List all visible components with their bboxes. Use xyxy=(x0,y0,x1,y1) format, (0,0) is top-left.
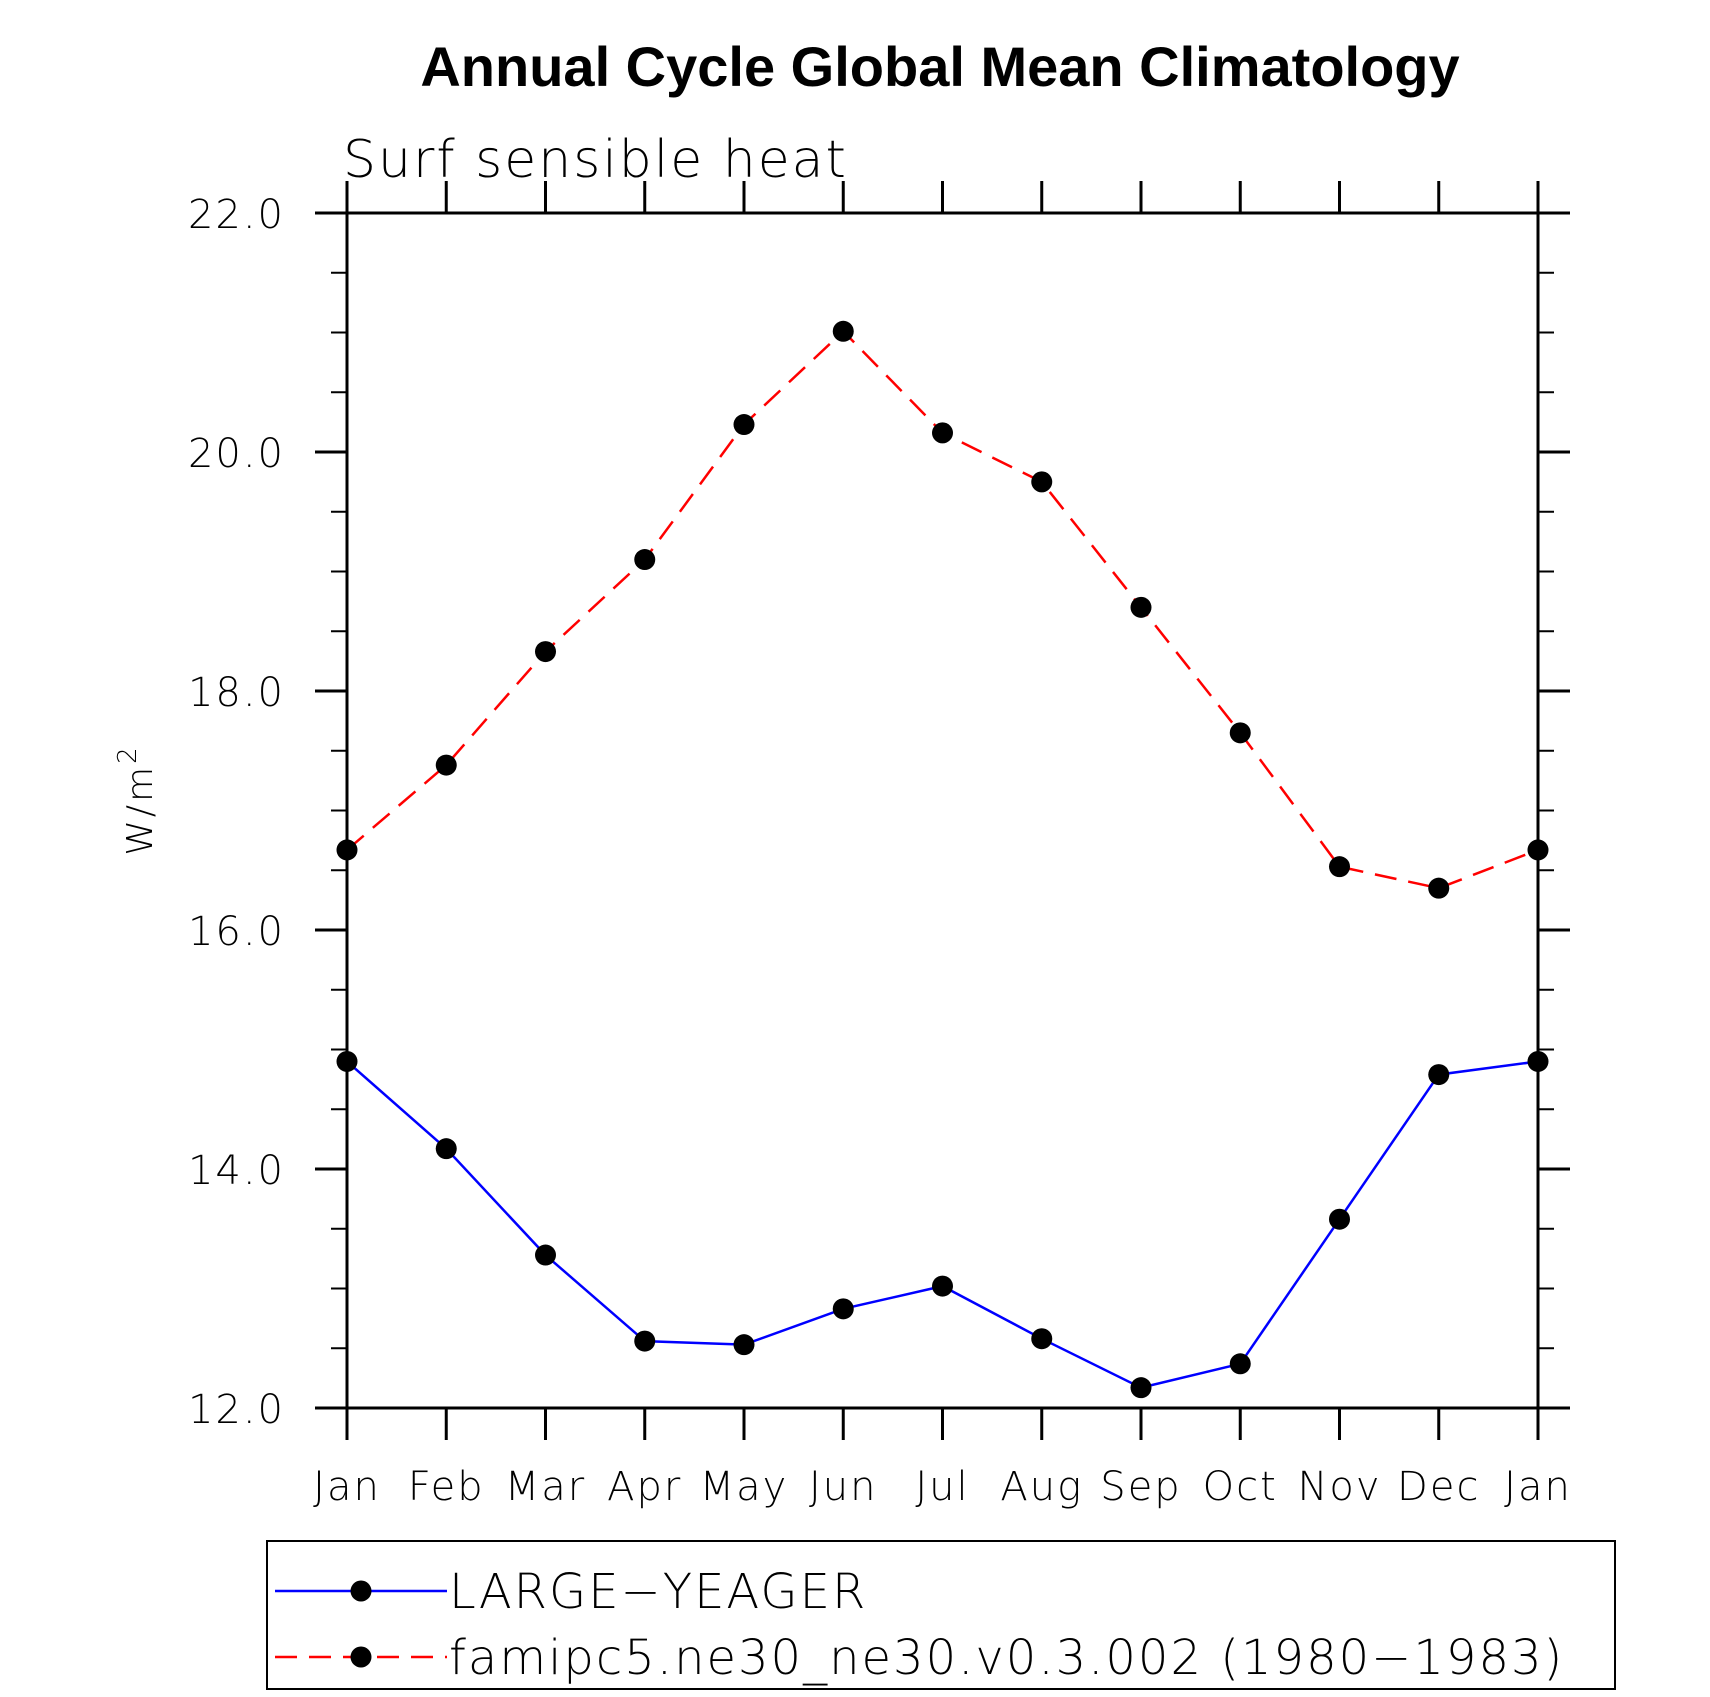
data-point xyxy=(733,1334,755,1356)
y-axis-label-superscript: 2 xyxy=(113,744,143,764)
data-point xyxy=(1527,1050,1549,1072)
x-tick-label: Jan xyxy=(313,1464,381,1510)
legend-marker xyxy=(350,1580,372,1602)
data-point xyxy=(832,1298,854,1320)
legend-label: LARGE−YEAGER xyxy=(449,1564,867,1620)
data-point xyxy=(1329,1208,1350,1230)
y-axis-label-text: W/m xyxy=(120,764,161,856)
data-point xyxy=(336,839,358,861)
data-point xyxy=(435,1138,457,1160)
x-tick-label: Sep xyxy=(1100,1464,1181,1510)
y-tick-label: 22.0 xyxy=(188,192,285,238)
data-point xyxy=(535,1244,556,1266)
x-tick-label: Jul xyxy=(915,1464,969,1510)
x-tick-label: Jun xyxy=(809,1464,878,1510)
x-tick-label: Jan xyxy=(1504,1464,1572,1510)
x-tick-label: Oct xyxy=(1203,1464,1278,1510)
legend: LARGE−YEAGER famipc5.ne30_ne30.v0.3.002 (… xyxy=(266,1540,1616,1690)
legend-entry: famipc5.ne30_ne30.v0.3.002 (1980−1983) xyxy=(275,1630,1564,1686)
data-point xyxy=(1130,596,1152,618)
data-point xyxy=(1428,877,1450,899)
data-point xyxy=(733,414,755,436)
y-tick-label: 12.0 xyxy=(188,1387,285,1433)
data-point xyxy=(336,1050,358,1072)
legend-label: famipc5.ne30_ne30.v0.3.002 (1980−1983) xyxy=(449,1630,1564,1686)
data-point xyxy=(1329,856,1350,878)
data-point xyxy=(932,1275,953,1297)
chart-subtitle: Surf sensible heat xyxy=(343,130,848,190)
data-point xyxy=(634,1330,656,1352)
data-point xyxy=(832,320,854,342)
x-tick-label: Mar xyxy=(505,1464,586,1510)
series-1 xyxy=(336,1050,1549,1399)
series-line xyxy=(346,329,1539,890)
data-point xyxy=(1229,1353,1251,1375)
data-point xyxy=(535,641,556,663)
data-point xyxy=(1527,839,1549,861)
y-tick-label: 20.0 xyxy=(188,431,285,477)
data-point xyxy=(1428,1064,1450,1086)
y-tick-label: 18.0 xyxy=(188,670,285,716)
chart-title: Annual Cycle Global Mean Climatology xyxy=(420,35,1459,98)
data-point xyxy=(1130,1377,1152,1399)
x-tick-label: Nov xyxy=(1297,1464,1381,1510)
legend-entry: LARGE−YEAGER xyxy=(275,1564,867,1620)
svg-text:W/m2: W/m2 xyxy=(113,744,161,855)
x-tick-label: May xyxy=(700,1464,789,1510)
legend-marker xyxy=(350,1646,372,1668)
x-tick-label: Dec xyxy=(1397,1464,1480,1510)
x-tick-label: Aug xyxy=(1000,1464,1083,1510)
data-point xyxy=(435,754,457,776)
y-tick-label: 14.0 xyxy=(188,1148,285,1194)
data-point xyxy=(1229,722,1251,744)
plot-frame xyxy=(345,211,1540,1410)
series-line xyxy=(346,1060,1539,1390)
data-point xyxy=(932,422,953,444)
data-point xyxy=(1031,1328,1053,1350)
y-axis-label: W/m2 xyxy=(113,744,161,855)
x-tick-label: Feb xyxy=(408,1464,485,1510)
data-point xyxy=(634,549,656,571)
axes: Jan Feb Mar Apr May Jun Jul Aug Sep Oct Nov Dec Jan 1… xyxy=(188,181,1572,1510)
x-tick-label: Apr xyxy=(607,1464,682,1510)
y-tick-label: 16.0 xyxy=(188,909,285,955)
data-point xyxy=(1031,471,1053,493)
series-layer xyxy=(336,320,1549,1399)
series-2 xyxy=(336,320,1549,899)
legend-box xyxy=(266,1540,1616,1690)
